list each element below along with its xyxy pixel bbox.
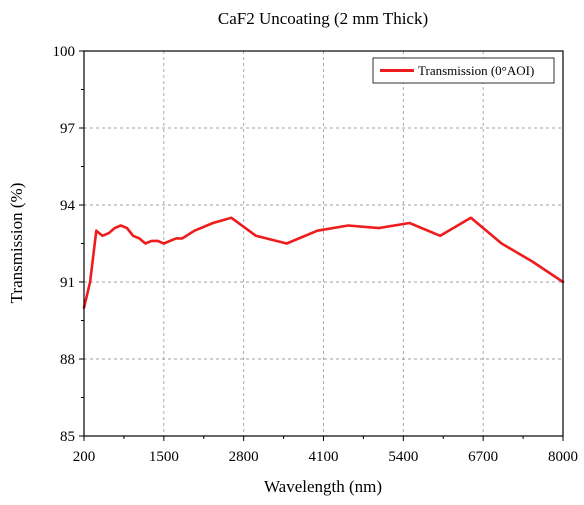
- x-tick-label: 2800: [229, 449, 259, 465]
- y-tick-label: 94: [60, 198, 76, 214]
- series-line: [82, 216, 565, 310]
- x-tick-label: 8000: [548, 449, 578, 465]
- grid: [84, 51, 563, 436]
- axis-ticks: 200 1500 2800 4100 5400 6700 8000 85 88 91 94 97 100: [53, 44, 579, 465]
- y-tick-label: 88: [60, 352, 75, 368]
- y-tick-label: 97: [60, 121, 76, 137]
- y-tick-label: 91: [60, 275, 75, 291]
- legend: Transmission (0°AOI): [372, 57, 555, 84]
- chart-title: CaF2 Uncoating (2 mm Thick): [218, 9, 428, 28]
- x-tick-label: 1500: [149, 449, 179, 465]
- legend-label: Transmission (0°AOI): [418, 63, 534, 78]
- y-tick-label: 85: [60, 429, 75, 445]
- x-tick-label: 5400: [388, 449, 418, 465]
- x-tick-label: 4100: [309, 449, 339, 465]
- y-axis-title: Transmission (%): [7, 183, 26, 304]
- series-layer: [82, 216, 565, 310]
- x-tick-label: 200: [73, 449, 96, 465]
- y-tick-label: 100: [53, 44, 76, 60]
- x-tick-label: 6700: [468, 449, 498, 465]
- x-axis-title: Wavelength (nm): [264, 477, 382, 496]
